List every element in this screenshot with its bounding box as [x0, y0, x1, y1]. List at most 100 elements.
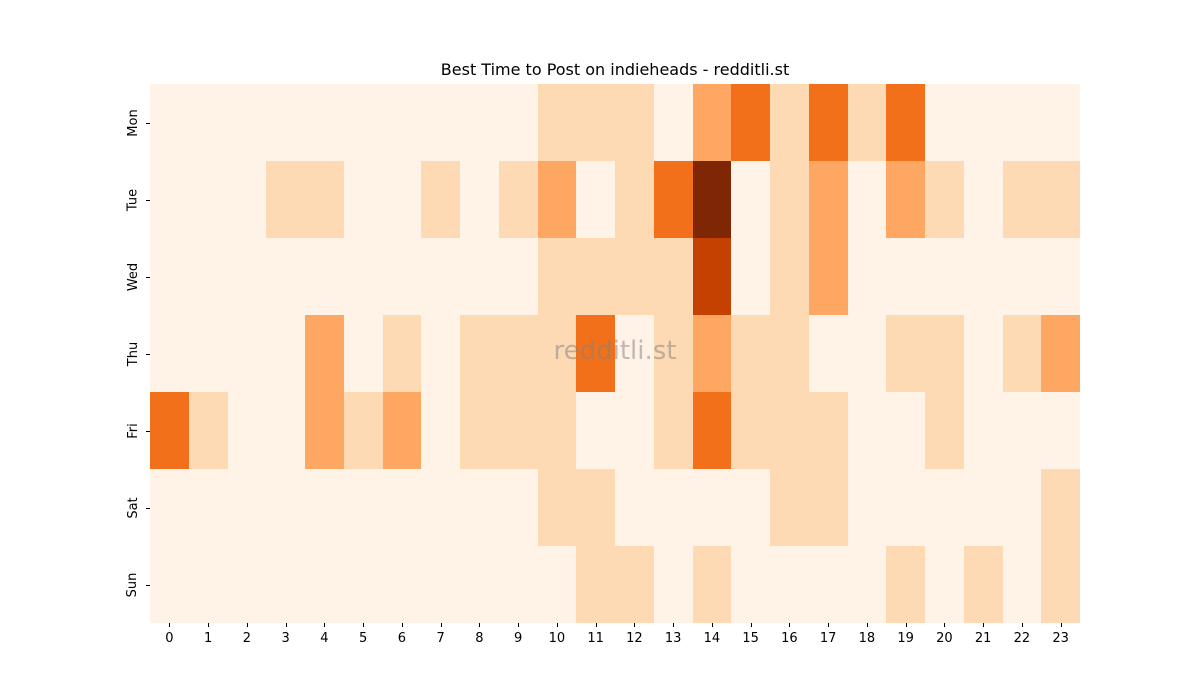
heatmap-cell-sat-5 — [343, 469, 383, 546]
heatmap-cell-sat-15 — [731, 469, 770, 546]
heatmap-cell-tue-14 — [692, 161, 732, 238]
x-tick-label: 6 — [397, 631, 407, 646]
heatmap-cell-mon-20 — [925, 84, 964, 161]
x-tick-label: 23 — [1052, 631, 1069, 646]
heatmap-cell-sun-18 — [847, 546, 887, 623]
heatmap-cell-thu-3 — [266, 315, 305, 392]
heatmap-cell-sun-2 — [227, 546, 267, 623]
heatmap-cell-thu-23 — [1041, 315, 1080, 392]
heatmap-cell-mon-18 — [847, 84, 887, 161]
heatmap-cell-fri-16 — [770, 392, 809, 469]
heatmap-cell-wed-1 — [188, 238, 228, 315]
heatmap-cell-sat-2 — [227, 469, 267, 546]
heatmap-cell-fri-19 — [886, 392, 925, 469]
tick-mark — [146, 353, 150, 355]
heatmap-cell-sat-21 — [963, 469, 1003, 546]
heatmap-cell-sat-19 — [886, 469, 925, 546]
heatmap-cell-mon-8 — [460, 84, 499, 161]
heatmap-cell-wed-7 — [421, 238, 460, 315]
heatmap-cell-sat-18 — [847, 469, 887, 546]
heatmap-cell-tue-2 — [227, 161, 267, 238]
tick-mark — [146, 276, 150, 278]
heatmap-cell-sat-7 — [421, 469, 460, 546]
heatmap-cell-tue-7 — [421, 161, 460, 238]
heatmap-cell-thu-19 — [886, 315, 925, 392]
tick-mark — [673, 623, 675, 627]
heatmap-cell-thu-0 — [150, 315, 189, 392]
heatmap-cell-fri-17 — [808, 392, 848, 469]
heatmap-cell-fri-22 — [1002, 392, 1042, 469]
heatmap-cell-fri-12 — [615, 392, 654, 469]
heatmap-cell-tue-3 — [266, 161, 305, 238]
heatmap-cell-thu-6 — [382, 315, 422, 392]
x-tick-label: 19 — [897, 631, 914, 646]
heatmap-cell-tue-8 — [460, 161, 499, 238]
x-tick-label: 11 — [587, 631, 604, 646]
heatmap-cell-thu-22 — [1002, 315, 1042, 392]
tick-mark — [246, 623, 248, 627]
heatmap-cell-tue-20 — [925, 161, 964, 238]
x-tick-label: 18 — [858, 631, 876, 646]
heatmap-cell-thu-9 — [498, 315, 538, 392]
heatmap-cell-thu-11 — [576, 315, 615, 392]
heatmap-cell-mon-17 — [808, 84, 848, 161]
heatmap-cell-fri-6 — [382, 392, 422, 469]
x-tick-label: 3 — [281, 631, 290, 646]
heatmap-cell-sun-0 — [150, 546, 189, 623]
tick-mark — [169, 623, 171, 627]
heatmap-cell-mon-11 — [576, 84, 615, 161]
tick-mark — [750, 623, 752, 627]
y-axis: Mon Tue Wed Thu Fri Sat Sun — [0, 84, 150, 623]
heatmap-cell-sat-1 — [188, 469, 228, 546]
tick-mark — [1021, 623, 1023, 627]
heatmap-cell-sat-10 — [537, 469, 577, 546]
heatmap-cell-mon-12 — [615, 84, 654, 161]
heatmap-cell-sat-16 — [770, 469, 809, 546]
heatmap-cell-wed-10 — [537, 238, 577, 315]
heatmap-cell-thu-17 — [808, 315, 848, 392]
heatmap-cell-tue-13 — [653, 161, 693, 238]
tick-mark — [440, 623, 442, 627]
tick-mark — [363, 623, 365, 627]
heatmap-cell-sat-12 — [615, 469, 654, 546]
heatmap-cell-thu-10 — [537, 315, 577, 392]
heatmap-cell-sun-3 — [266, 546, 305, 623]
heatmap-cell-wed-19 — [886, 238, 925, 315]
heatmap-cell-thu-14 — [692, 315, 732, 392]
heatmap-cell-tue-19 — [886, 161, 925, 238]
y-tick-label: Wed — [125, 262, 141, 291]
x-tick-label: 8 — [475, 631, 484, 646]
heatmap-cell-thu-12 — [615, 315, 654, 392]
x-tick-label: 13 — [664, 631, 682, 646]
y-tick-label: Sun — [125, 572, 141, 597]
heatmap-cell-sun-6 — [382, 546, 422, 623]
heatmap-cell-wed-9 — [498, 238, 538, 315]
heatmap-cell-sun-23 — [1041, 546, 1080, 623]
heatmap-cell-sat-0 — [150, 469, 189, 546]
tick-mark — [866, 623, 868, 627]
heatmap-cell-mon-7 — [421, 84, 460, 161]
heatmap-cell-sun-13 — [653, 546, 693, 623]
heatmap-cell-tue-16 — [770, 161, 809, 238]
heatmap-cell-mon-13 — [653, 84, 693, 161]
chart-title: Best Time to Post on indieheads - reddit… — [440, 60, 790, 79]
heatmap-cell-fri-4 — [305, 392, 344, 469]
heatmap-cell-wed-14 — [692, 238, 732, 315]
heatmap-cell-thu-13 — [653, 315, 693, 392]
heatmap-cell-fri-13 — [653, 392, 693, 469]
heatmap-cell-sun-10 — [537, 546, 577, 623]
heatmap-cell-fri-0 — [150, 392, 189, 469]
heatmap-cell-mon-5 — [343, 84, 383, 161]
heatmap-cell-fri-15 — [731, 392, 770, 469]
heatmap-cell-tue-10 — [537, 161, 577, 238]
heatmap-cell-wed-5 — [343, 238, 383, 315]
heatmap-cell-mon-4 — [305, 84, 344, 161]
heatmap-cell-tue-6 — [382, 161, 422, 238]
tick-mark — [634, 623, 636, 627]
heatmap-cell-wed-15 — [731, 238, 770, 315]
heatmap-cell-tue-12 — [615, 161, 654, 238]
heatmap-cell-sat-6 — [382, 469, 422, 546]
heatmap-cell-wed-3 — [266, 238, 305, 315]
y-tick-label: Sat — [125, 496, 141, 519]
heatmap-cell-wed-13 — [653, 238, 693, 315]
